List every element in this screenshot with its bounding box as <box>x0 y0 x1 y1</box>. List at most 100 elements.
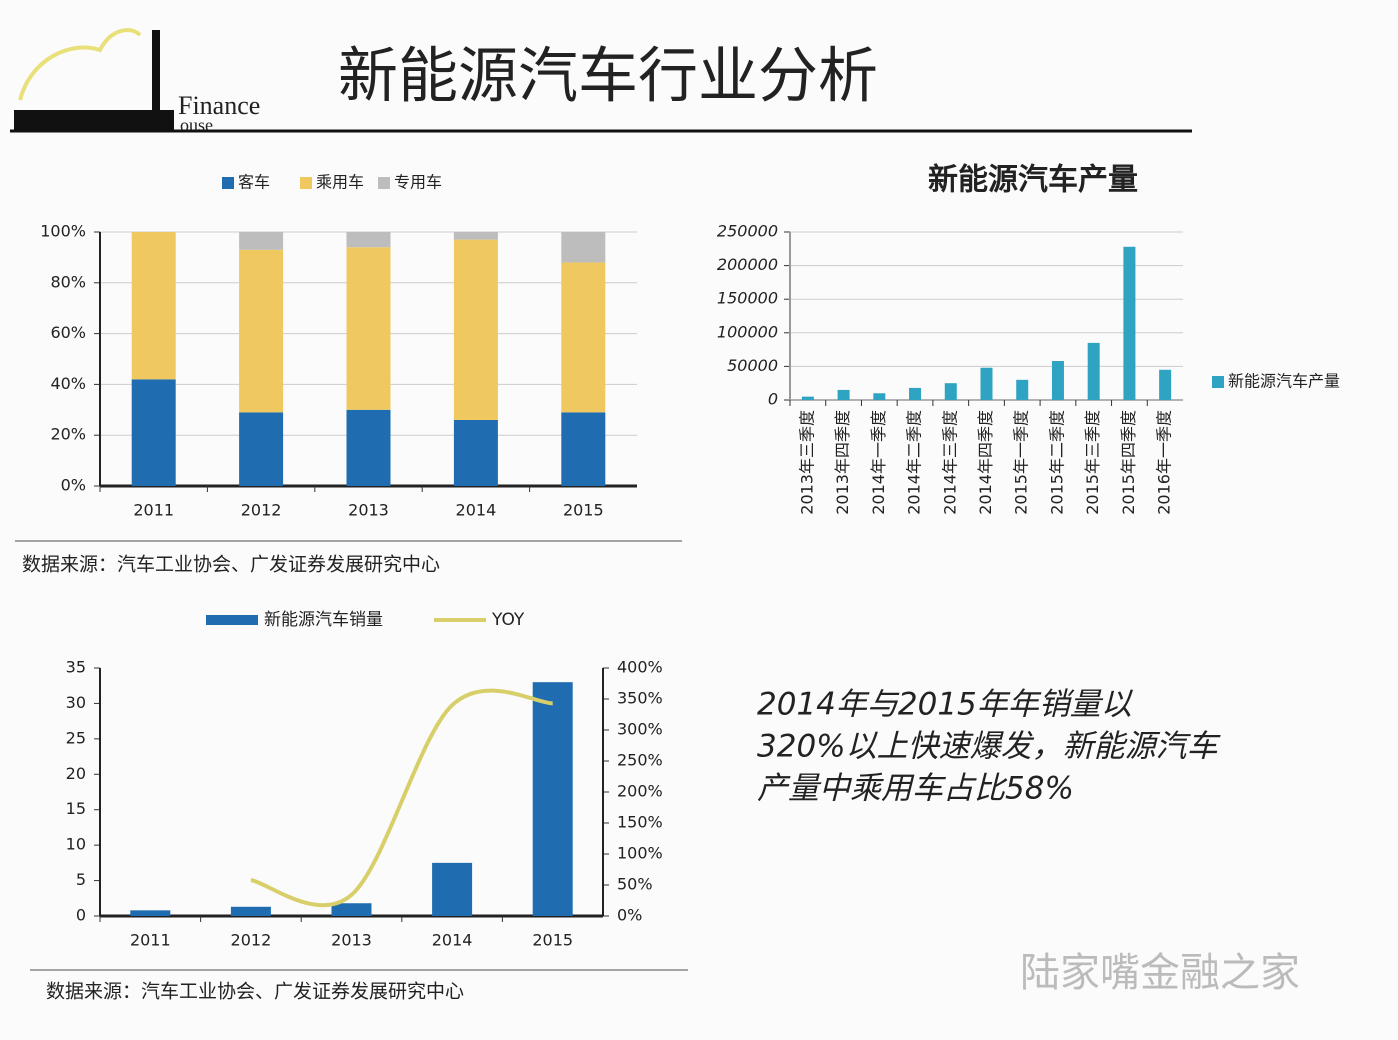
bar <box>532 682 573 916</box>
x-tick-label: 2013 <box>348 501 389 520</box>
x-tick-label: 2013 <box>331 931 372 950</box>
y-tick-label: 40% <box>50 374 86 393</box>
y-tick-label: 50000 <box>727 356 778 375</box>
bar <box>801 396 814 400</box>
watermark: 陆家嘴金融之家 <box>1020 950 1300 996</box>
x-tick-label: 2011 <box>130 931 171 950</box>
bar <box>873 393 886 400</box>
bar <box>909 387 922 400</box>
x-tick-label: 2015 <box>532 931 573 950</box>
x-tick-label: 2015 <box>563 501 604 520</box>
logo-tower <box>152 30 160 130</box>
legend-swatch <box>300 177 312 189</box>
y2-tick-label: 150% <box>617 813 663 832</box>
y2-tick-label: 300% <box>617 720 663 739</box>
bar-segment <box>346 409 391 486</box>
x-tick-label: 2014年四季度 <box>976 410 995 515</box>
slide-title: 新能源汽车行业分析 <box>338 42 878 112</box>
source-note: 数据来源：汽车工业协会、广发证券发展研究中心 <box>46 981 464 1003</box>
bar-segment <box>561 262 606 413</box>
x-tick-label: 2011 <box>133 501 174 520</box>
bar <box>331 903 372 916</box>
y2-tick-label: 200% <box>617 782 663 801</box>
y-tick-label: 20% <box>50 425 86 444</box>
y-tick-label: 20 <box>66 764 86 783</box>
bar-segment <box>561 412 606 486</box>
legend-label: YOY <box>491 610 525 630</box>
x-tick-label: 2015年四季度 <box>1119 410 1138 515</box>
logo-swoosh <box>18 28 142 101</box>
y-tick-label: 250000 <box>717 222 778 241</box>
y2-tick-label: 400% <box>617 658 663 677</box>
bar-segment <box>346 232 391 248</box>
x-tick-label: 2012 <box>231 931 272 950</box>
y-tick-label: 15 <box>66 799 86 818</box>
chart-title: 新能源汽车产量 <box>928 163 1138 198</box>
x-tick-label: 2014年三季度 <box>940 410 959 515</box>
bar <box>230 906 271 916</box>
summary-line: 产量中乘用车占比58% <box>757 771 1074 807</box>
bar-segment <box>346 247 391 410</box>
y-tick-label: 200000 <box>717 255 778 274</box>
y-tick-label: 150000 <box>717 289 778 308</box>
bar <box>1159 369 1172 400</box>
x-tick-label: 2013年三季度 <box>797 410 816 515</box>
yoy-line <box>250 688 553 908</box>
bar-segment <box>453 419 498 486</box>
legend-swatch <box>1212 376 1224 388</box>
source-note: 数据来源：汽车工业协会、广发证券发展研究中心 <box>22 554 440 576</box>
bar-segment <box>561 232 606 263</box>
logo: Finance ouse <box>14 28 260 135</box>
x-tick-label: 2015年二季度 <box>1047 410 1066 515</box>
x-tick-label: 2014年二季度 <box>905 410 924 515</box>
logo-skyline <box>14 110 174 130</box>
bar-segment <box>239 249 284 413</box>
bar-segment <box>239 412 284 486</box>
legend-label: 乘用车 <box>316 173 364 192</box>
y2-tick-label: 250% <box>617 751 663 770</box>
summary-line: 2014年与2015年年销量以 <box>757 687 1134 723</box>
y-tick-label: 5 <box>76 870 86 889</box>
y2-tick-label: 0% <box>617 906 642 925</box>
legend-label: 专用车 <box>394 173 442 192</box>
bar <box>432 862 473 916</box>
logo-text: Finance <box>178 91 260 120</box>
summary-line: 320%以上快速爆发，新能源汽车 <box>757 729 1222 765</box>
bar <box>980 367 993 400</box>
y-tick-label: 100% <box>40 222 86 241</box>
bar-segment <box>453 232 498 240</box>
bar <box>837 389 850 400</box>
bar-segment <box>239 232 284 250</box>
y-tick-label: 100000 <box>717 322 778 341</box>
y-tick-label: 35 <box>66 658 86 677</box>
y-tick-label: 60% <box>50 323 86 342</box>
legend-swatch <box>222 177 234 189</box>
y2-tick-label: 50% <box>617 875 653 894</box>
legend-label: 新能源汽车产量 <box>1228 372 1340 391</box>
y-tick-label: 10 <box>66 835 86 854</box>
bar <box>944 383 957 400</box>
legend-swatch <box>378 177 390 189</box>
legend-label: 新能源汽车销量 <box>264 610 383 630</box>
x-tick-label: 2015年三季度 <box>1083 410 1102 515</box>
x-tick-label: 2014年一季度 <box>869 410 888 515</box>
legend-swatch <box>206 615 258 625</box>
y-tick-label: 80% <box>50 272 86 291</box>
bar <box>1087 342 1100 400</box>
x-tick-label: 2016年一季度 <box>1155 410 1174 515</box>
bar-segment <box>453 239 498 420</box>
x-tick-label: 2014 <box>432 931 473 950</box>
bar <box>1123 246 1136 400</box>
y-tick-label: 0 <box>768 390 778 409</box>
bar-segment <box>131 379 176 486</box>
bar <box>1051 361 1064 400</box>
x-tick-label: 2013年四季度 <box>833 410 852 515</box>
y-tick-label: 30 <box>66 693 86 712</box>
x-tick-label: 2014 <box>456 501 497 520</box>
y-tick-label: 25 <box>66 728 86 747</box>
bar-segment <box>131 232 176 380</box>
y-tick-label: 0% <box>61 476 86 495</box>
x-tick-label: 2012 <box>241 501 282 520</box>
bar <box>130 910 171 916</box>
